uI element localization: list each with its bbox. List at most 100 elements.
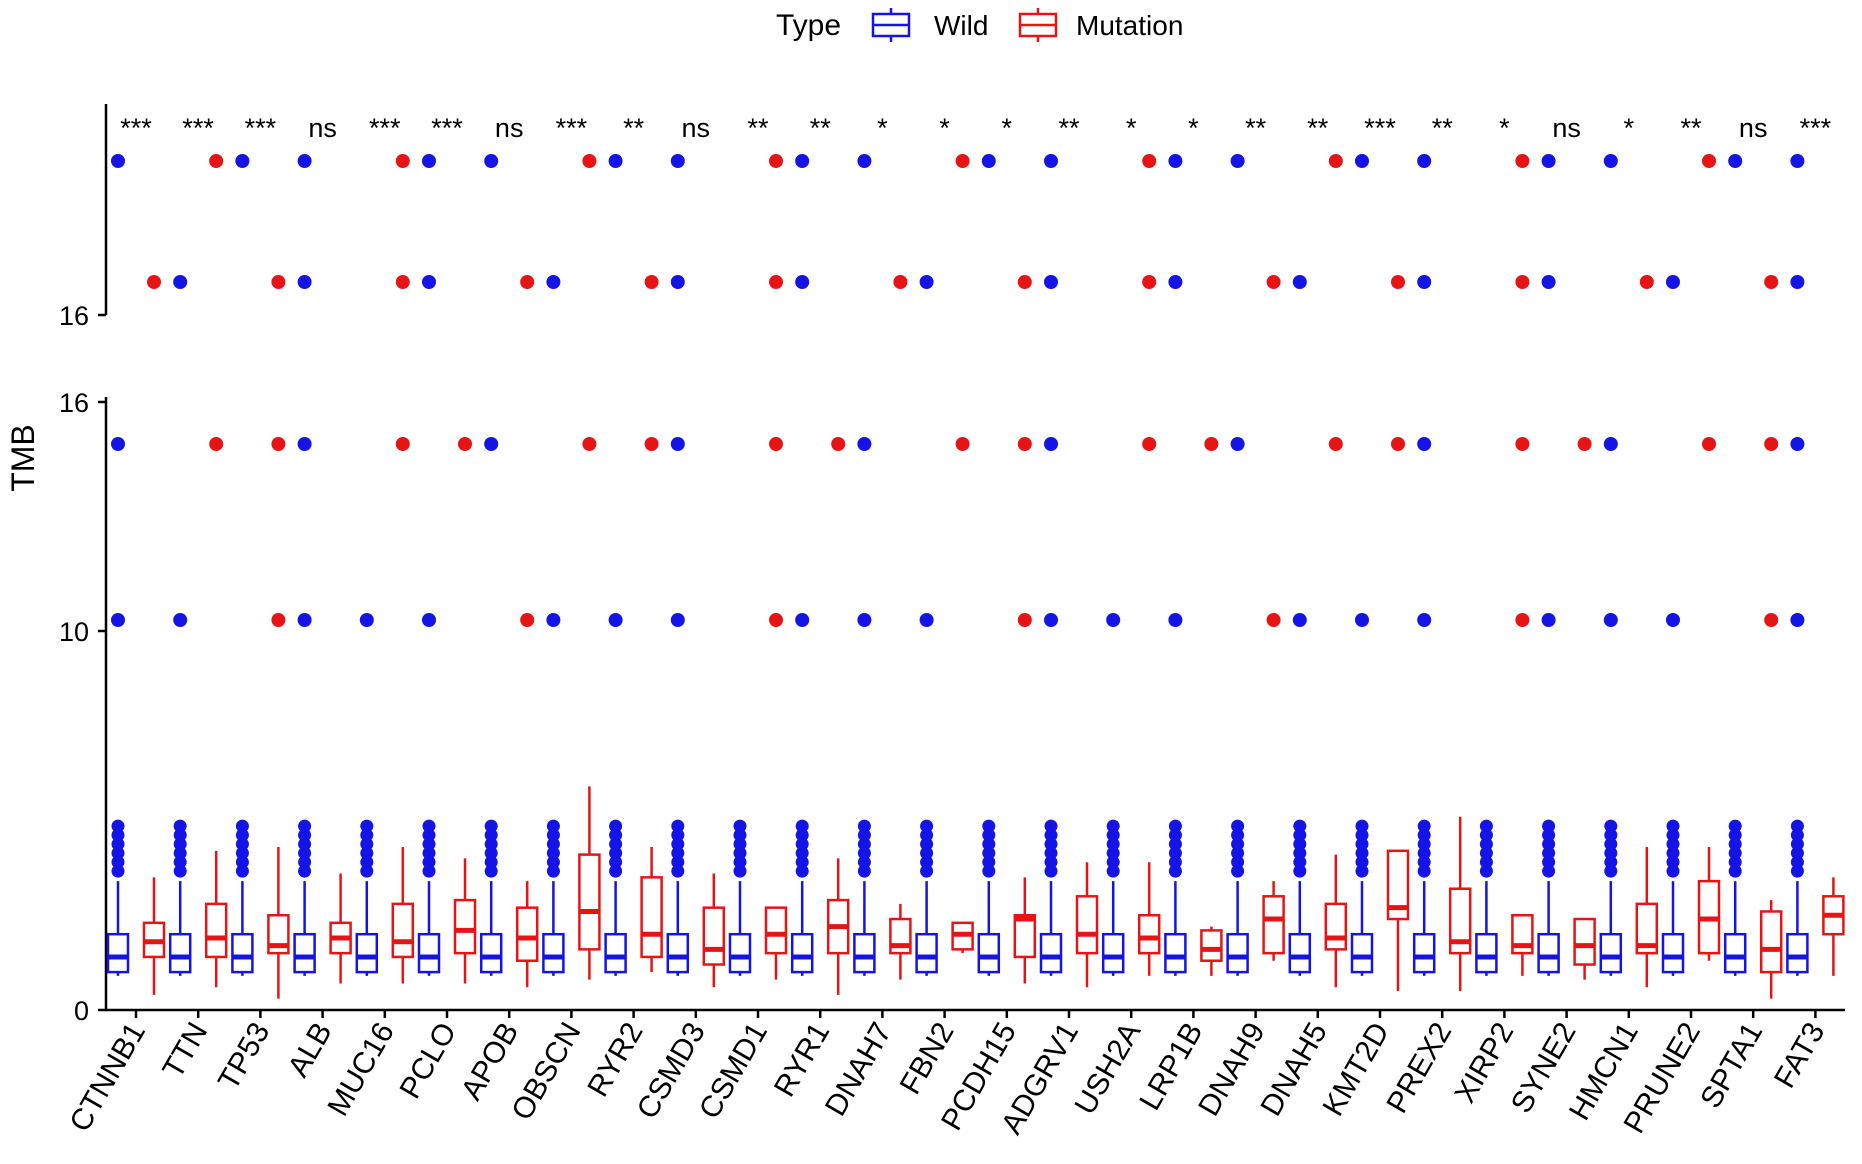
outlier-point-wild xyxy=(609,837,623,851)
outlier-point-wild xyxy=(111,819,125,833)
significance-label: * xyxy=(1002,113,1013,143)
outlier-point-wild xyxy=(1666,828,1680,842)
outlier-point xyxy=(1541,613,1556,627)
outlier-point-wild xyxy=(982,837,996,851)
outlier-point-wild xyxy=(1479,828,1493,842)
legend-label-mutation: Mutation xyxy=(1076,10,1183,41)
significance-label: * xyxy=(939,113,950,143)
outlier-point-wild xyxy=(1231,837,1245,851)
box-mutation xyxy=(1448,887,1472,955)
outlier-point xyxy=(209,154,224,168)
significance-label: ns xyxy=(1552,113,1581,143)
outlier-point xyxy=(484,154,499,168)
outlier-point xyxy=(1355,154,1369,168)
outlier-point xyxy=(484,437,499,451)
outlier-point xyxy=(919,613,934,627)
outlier-point-wild xyxy=(1355,855,1369,869)
x-tick-label: TP53 xyxy=(212,1017,276,1096)
significance-label: ** xyxy=(1432,113,1454,143)
significance-label: * xyxy=(877,113,888,143)
outlier-point-wild xyxy=(795,819,809,833)
x-tick-label: TTN xyxy=(157,1017,215,1084)
outlier-point-wild xyxy=(1604,855,1618,869)
outlier-point-wild xyxy=(1417,864,1431,878)
outlier-point-wild xyxy=(857,855,871,869)
outlier-point xyxy=(919,275,934,289)
outlier-point-wild xyxy=(609,828,623,842)
outlier-point xyxy=(670,154,685,168)
box-wild xyxy=(1723,932,1747,974)
significance-label: ** xyxy=(1245,113,1267,143)
outlier-point xyxy=(173,275,188,289)
significance-label: *** xyxy=(1364,113,1396,143)
outlier-point-wild xyxy=(1790,864,1804,878)
box-mutation xyxy=(453,898,477,955)
lower-y-axis: 16 10 0 xyxy=(59,388,1845,1026)
x-tick-label: PCLO xyxy=(394,1017,463,1104)
outlier-point xyxy=(520,613,535,627)
outlier-point-wild xyxy=(1666,855,1680,869)
outlier-point-wild xyxy=(1479,819,1493,833)
outlier-point xyxy=(1044,154,1058,168)
outlier-point-wild xyxy=(235,837,249,851)
outlier-point xyxy=(422,154,436,168)
outlier-point-wild xyxy=(1355,846,1369,860)
box-wild xyxy=(106,932,130,974)
outlier-point-wild xyxy=(1168,828,1182,842)
outlier-point-wild xyxy=(920,828,934,842)
outlier-point xyxy=(795,613,810,627)
outlier-point xyxy=(1328,154,1343,168)
outlier-point-wild xyxy=(484,819,498,833)
significance-label: ns xyxy=(1739,113,1768,143)
y-tick-label-10: 10 xyxy=(59,617,89,647)
outlier-point-wild xyxy=(111,855,125,869)
significance-label: * xyxy=(1126,113,1137,143)
outlier-point xyxy=(1168,613,1183,627)
outlier-point-wild xyxy=(546,855,560,869)
outlier-point xyxy=(955,437,970,451)
outlier-point xyxy=(235,154,250,168)
significance-label: *** xyxy=(182,113,214,143)
box-wild xyxy=(1786,932,1809,974)
outlier-point-wild xyxy=(671,864,685,878)
y-tick-label-0: 0 xyxy=(74,996,89,1026)
outlier-point-wild xyxy=(1728,837,1742,851)
outlier-point-wild xyxy=(1355,819,1369,833)
outlier-point-wild xyxy=(982,864,996,878)
outlier-point-wild xyxy=(1044,837,1058,851)
legend-title: Type xyxy=(776,9,841,42)
significance-label: ns xyxy=(495,113,524,143)
outlier-point-wild xyxy=(1479,846,1493,860)
x-tick-label: RYR1 xyxy=(768,1017,836,1102)
significance-label: ** xyxy=(1307,113,1329,143)
box-wild xyxy=(1475,932,1498,974)
x-tick-label: SPTA1 xyxy=(1694,1017,1769,1114)
outlier-point xyxy=(271,437,286,451)
outlier-point-wild xyxy=(733,855,747,869)
significance-label: ** xyxy=(1058,113,1080,143)
outlier-point-wild xyxy=(1293,837,1307,851)
outlier-point xyxy=(1603,613,1618,627)
significance-label: ** xyxy=(747,113,769,143)
outlier-point xyxy=(1142,154,1157,168)
outlier-point-wild xyxy=(733,846,747,860)
outlier-point xyxy=(1168,154,1183,168)
outlier-point xyxy=(1017,613,1032,627)
outlier-point xyxy=(1417,437,1432,451)
outlier-point-wild xyxy=(1728,819,1742,833)
outlier-point-wild xyxy=(671,855,685,869)
outlier-point xyxy=(209,437,224,451)
outlier-point xyxy=(1391,437,1405,451)
outlier-point-wild xyxy=(298,828,312,842)
outlier-point xyxy=(297,613,312,627)
outlier-point-wild xyxy=(857,819,871,833)
outlier-point xyxy=(582,437,597,451)
outlier-point-wild xyxy=(111,846,125,860)
outlier-point xyxy=(395,437,410,451)
outlier-point-wild xyxy=(982,855,996,869)
outlier-point xyxy=(981,154,996,168)
outlier-point xyxy=(111,613,125,627)
outlier-point-wild xyxy=(360,837,374,851)
outlier-point-wild xyxy=(795,846,809,860)
outlier-point xyxy=(1142,275,1157,289)
